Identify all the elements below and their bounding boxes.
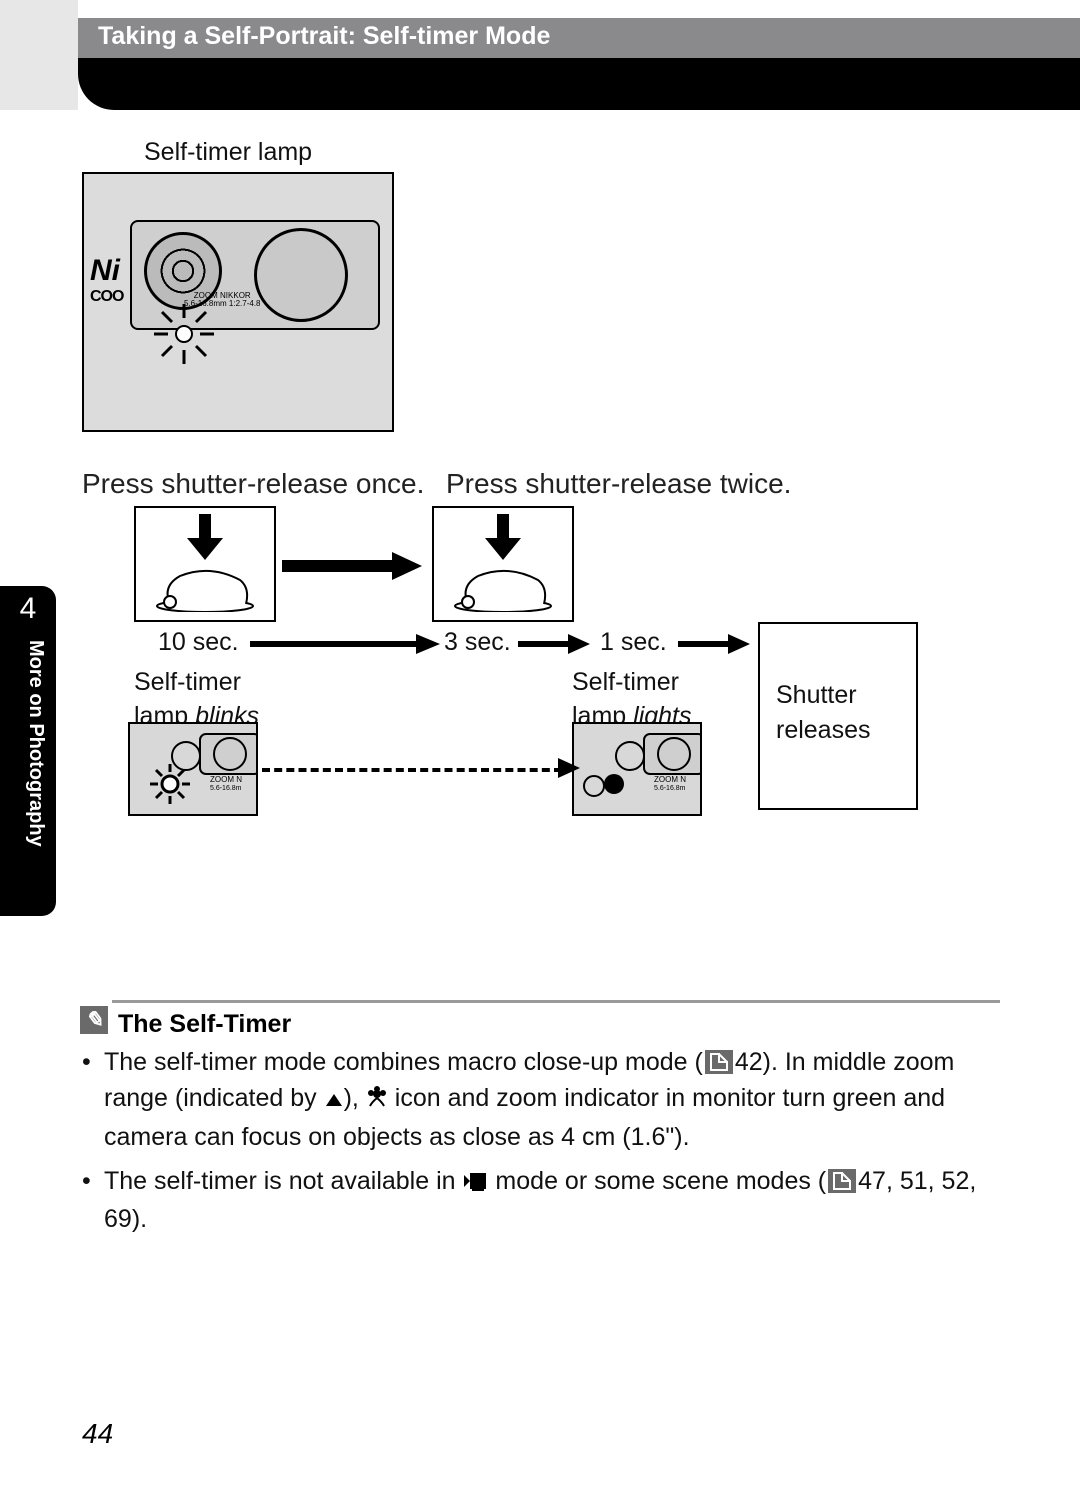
arrow-right-icon <box>250 634 440 654</box>
dashed-line <box>262 768 562 772</box>
camera-illustration: Ni COO ZOOM NIKKOR5.6-16.8mm 1:2.7-4.8 <box>82 172 394 432</box>
note-bullet-2: The self-timer is not available in mode … <box>82 1163 1000 1238</box>
page-ref-icon <box>828 1169 856 1193</box>
left-gutter <box>0 0 78 110</box>
shutter-release-text: Shutterreleases <box>776 678 871 748</box>
svg-text:ZOOM N: ZOOM N <box>654 775 686 784</box>
section-name: More on Photography <box>24 640 47 847</box>
svg-text:5.6-16.8m: 5.6-16.8m <box>210 785 242 792</box>
label-press-once: Press shutter-release once. <box>82 468 424 500</box>
timeline-diagram: 10 sec. 3 sec. 1 sec. Self-timer lamp bl… <box>82 506 978 836</box>
finger-press-icon <box>448 566 558 612</box>
note-rule <box>112 1000 1000 1003</box>
time-1sec: 1 sec. <box>600 628 667 657</box>
camera-brand-text: Ni <box>90 254 120 288</box>
lamp-flash-icon <box>154 304 214 364</box>
arrow-right-icon <box>558 758 580 778</box>
arrow-right-icon <box>518 634 590 654</box>
arrow-down-icon <box>485 514 521 560</box>
lamp-blinks-thumb: ZOOM N 5.6-16.8m <box>128 722 258 816</box>
triangle-up-icon <box>324 1082 344 1118</box>
movie-mode-icon <box>462 1165 488 1201</box>
press-box-2 <box>432 506 574 622</box>
page-ref-icon <box>705 1050 733 1074</box>
label-self-timer-lamp: Self-timer lamp <box>144 138 312 167</box>
macro-flower-icon <box>366 1082 388 1118</box>
lamp-lights-thumb: ZOOM N 5.6-16.8m <box>572 722 702 816</box>
time-10sec: 10 sec. <box>158 628 239 657</box>
note-bullet-1: The self-timer mode combines macro close… <box>82 1044 1000 1155</box>
arrow-right-icon <box>282 552 422 580</box>
note-pencil-icon: ✎ <box>80 1006 108 1034</box>
arrow-right-icon <box>678 634 750 654</box>
svg-text:ZOOM N: ZOOM N <box>210 775 242 784</box>
label-press-twice: Press shutter-release twice. <box>446 468 791 500</box>
finger-press-icon <box>150 566 260 612</box>
press-box-1 <box>134 506 276 622</box>
svg-text:5.6-16.8m: 5.6-16.8m <box>654 785 686 792</box>
note-title: The Self-Timer <box>118 1010 291 1039</box>
time-3sec: 3 sec. <box>444 628 511 657</box>
camera-model-text: COO <box>90 288 123 306</box>
section-number: 4 <box>0 592 56 626</box>
page-number: 44 <box>82 1418 113 1450</box>
note-body: The self-timer mode combines macro close… <box>82 1044 1000 1245</box>
page-title: Taking a Self-Portrait: Self-timer Mode <box>98 22 550 51</box>
arrow-down-icon <box>187 514 223 560</box>
manual-page: Taking a Self-Portrait: Self-timer Mode … <box>0 0 1080 1486</box>
